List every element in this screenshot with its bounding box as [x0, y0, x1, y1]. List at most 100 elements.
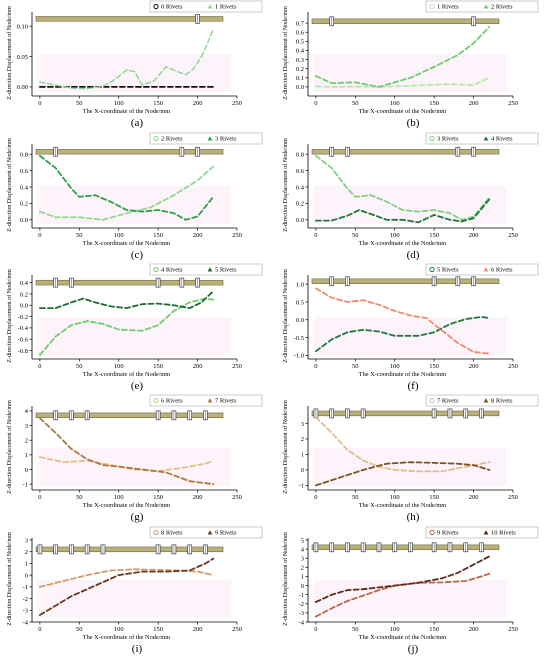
x-tick-label: 250 [508, 626, 518, 633]
legend-box [425, 526, 539, 539]
y-tick-label: 1.0 [296, 281, 304, 288]
legend-label: 8 Rivets [491, 398, 513, 405]
x-tick-label: 50 [352, 626, 359, 633]
legend-label: 7 Rivets [437, 398, 459, 405]
legend-box [149, 394, 263, 407]
y-tick-label: 0.0 [296, 84, 304, 91]
x-tick-label: 0 [38, 100, 41, 107]
x-tick-label: 200 [469, 626, 479, 633]
x-tick-label: 100 [390, 494, 400, 501]
x-axis-label: The X-coordinate of the Node/mm [359, 371, 447, 378]
legend-label: 1 Rivets [215, 4, 237, 11]
chart-panel: 0 50 100 150 200 250 -1 0 1 2 3 4 The X-coordinate o… [2, 394, 272, 526]
x-tick-label: 250 [508, 232, 518, 239]
legend-marker-triangle [483, 530, 489, 535]
x-tick-label: 150 [153, 626, 163, 633]
y-tick-label: 0.4 [20, 184, 29, 191]
series-line [39, 154, 215, 221]
x-tick-label: 50 [352, 232, 359, 239]
legend-label: 4 Rivets [161, 267, 183, 274]
x-tick-label: 200 [469, 363, 479, 370]
y-tick-label: 0.05 [17, 54, 28, 61]
chart-svg: 0 50 100 150 200 250 0.0 0.1 0.2 0.3 0.4 0.5 0.6 0.7 T… [282, 0, 539, 115]
legend: 9 Rivets 10 Rivets [425, 526, 539, 539]
x-tick-label: 100 [114, 626, 124, 633]
y-tick-label: 3 [301, 421, 304, 428]
y-tick-label: 0.8 [296, 152, 304, 159]
x-tick-label: 200 [193, 494, 203, 501]
chart-panel: 0 50 100 150 200 250 -4 -3 -2 -1 0 1 2 3 4 5 The X-coord… [278, 526, 548, 658]
x-tick-label: 150 [429, 494, 439, 501]
x-tick-label: 150 [153, 100, 163, 107]
legend: 5 Rivets 6 Rivets [425, 263, 539, 276]
y-tick-label: 0.0 [20, 303, 28, 310]
legend-marker-triangle [483, 267, 489, 272]
y-tick-label: 0 [301, 583, 304, 590]
legend-label: 0 Rivets [161, 4, 183, 11]
legend-marker-circle [429, 529, 435, 536]
x-tick-label: 0 [314, 363, 317, 370]
series-line [39, 456, 215, 472]
x-axis-label: The X-coordinate of the Node/mm [83, 502, 171, 509]
y-axis-label: Z-direction Displacement of Node/mm [6, 532, 13, 626]
y-tick-label: 1 [25, 452, 28, 459]
x-tick-label: 100 [114, 494, 124, 501]
beam-bar [311, 278, 500, 284]
background-band [314, 54, 507, 92]
legend-marker-circle [429, 397, 435, 404]
legend-label: 5 Rivets [215, 267, 237, 274]
x-tick-label: 150 [153, 232, 163, 239]
legend-label: 10 Rivets [491, 530, 516, 537]
x-tick-label: 250 [232, 626, 242, 633]
panel-caption: (j) [407, 643, 419, 655]
beam-bar [311, 410, 500, 417]
beam-bar [35, 412, 224, 419]
chart-panel: 0 50 100 150 200 250 0.0 0.2 0.4 0.6 0.8 The X-coor… [278, 132, 548, 264]
x-tick-label: 100 [114, 363, 124, 370]
x-tick-label: 0 [314, 232, 317, 239]
y-tick-label: 0.4 [20, 280, 29, 287]
x-tick-label: 100 [390, 100, 400, 107]
x-tick-label: 100 [390, 626, 400, 633]
y-tick-label: 0.6 [296, 30, 305, 37]
beam-bar [35, 279, 224, 286]
legend-box [149, 0, 263, 13]
y-tick-label: -0.5 [294, 335, 304, 342]
y-tick-label: 0 [25, 467, 28, 474]
chart-panel: 0 50 100 150 200 250 -1 0 1 2 3 The X-coordinate of… [278, 394, 548, 526]
legend-box [425, 394, 539, 407]
chart-svg: 0 50 100 150 200 250 -4 -3 -2 -1 0 1 2 3 4 5 The X-coord… [282, 526, 539, 641]
x-tick-label: 200 [193, 100, 203, 107]
y-tick-label: 0.3 [296, 57, 304, 64]
chart-panel: 0 50 100 150 200 250 0.00 0.05 0.10 The X-coordin… [2, 0, 272, 132]
y-axis-label: Z-direction Displacement of Node/mm [282, 269, 289, 363]
x-tick-label: 250 [508, 363, 518, 370]
chart-svg: 0 50 100 150 200 250 0.00 0.05 0.10 The X-coordin… [6, 0, 263, 115]
x-tick-label: 200 [469, 100, 479, 107]
chart-svg: 0 50 100 150 200 250 -4 -3 -2 -1 0 1 2 3 The X-coordin… [6, 526, 263, 641]
x-axis-label: The X-coordinate of the Node/mm [83, 634, 171, 641]
x-axis-label: The X-coordinate of the Node/mm [83, 108, 171, 115]
y-tick-label: 0.00 [17, 84, 28, 91]
legend: 2 Rivets 3 Rivets [149, 132, 263, 145]
panel-caption: (a) [130, 117, 144, 129]
x-tick-label: 0 [314, 494, 317, 501]
series-line [315, 315, 491, 353]
legend: 6 Rivets 7 Rivets [149, 394, 263, 407]
y-axis-label: Z-direction Displacement of Node/mm [6, 6, 13, 100]
y-tick-label: -0.4 [18, 325, 29, 332]
panel-caption: (d) [406, 249, 420, 261]
legend: 8 Rivets 9 Rivets [149, 526, 263, 539]
y-tick-label: 1 [25, 561, 28, 568]
x-tick-label: 50 [76, 100, 83, 107]
series-line [315, 555, 491, 603]
y-tick-label: -1.0 [294, 353, 304, 360]
y-tick-label: 2 [25, 438, 28, 445]
x-tick-label: 200 [193, 363, 203, 370]
legend-marker-triangle [207, 136, 213, 141]
y-tick-label: -0.2 [18, 314, 28, 321]
x-axis-label: The X-coordinate of the Node/mm [359, 634, 447, 641]
y-tick-label: 0.5 [296, 39, 304, 46]
legend-label: 9 Rivets [215, 530, 237, 537]
legend-marker-triangle [483, 4, 489, 9]
